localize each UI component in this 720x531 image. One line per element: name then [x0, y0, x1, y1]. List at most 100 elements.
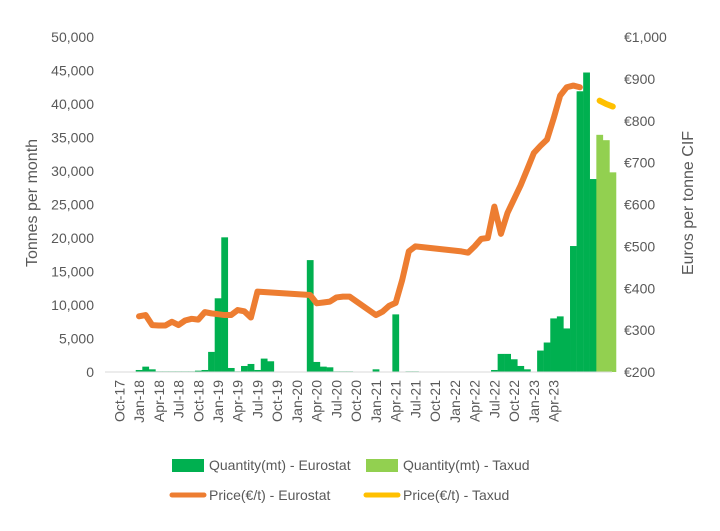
x-axis-tick: Jul-21 [407, 380, 423, 418]
bar-quantity-taxud [609, 172, 617, 372]
bar-quantity-taxud [602, 140, 610, 372]
left-axis-tick: 10,000 [51, 297, 94, 313]
left-axis-tick: 45,000 [51, 63, 94, 79]
right-axis-tick: €800 [624, 113, 655, 129]
bar-quantity-eurostat [491, 369, 498, 372]
legend-swatch-quantity-eurostat [172, 459, 204, 472]
x-axis-tick: Oct-19 [269, 380, 285, 422]
x-axis-tick: Jan-19 [210, 380, 226, 423]
bar-quantity-eurostat [576, 91, 584, 373]
right-axis-tick: €1,000 [624, 29, 667, 45]
left-axis-tick: 35,000 [51, 130, 94, 146]
right-axis-tick: €500 [624, 238, 655, 254]
x-axis-tick: Jan-21 [368, 380, 384, 423]
bar-quantity-eurostat [260, 358, 268, 372]
bar-quantity-eurostat [563, 328, 571, 372]
bar-quantity-eurostat [589, 179, 597, 372]
legend-label-quantity-taxud: Quantity(mt) - Taxud [403, 457, 530, 473]
left-axis-title: Tonnes per month [24, 139, 41, 267]
x-axis-tick: Oct-22 [506, 380, 522, 422]
bar-quantity-eurostat [570, 246, 577, 372]
legend: Quantity(mt) - Eurostat Quantity(mt) - T… [169, 457, 530, 503]
bar-quantity-eurostat [148, 369, 156, 372]
left-axis-tick: 15,000 [51, 264, 94, 280]
right-axis-tick: €700 [624, 155, 655, 171]
left-axis-tick: 50,000 [51, 29, 94, 45]
left-axis-tick: 0 [86, 364, 94, 380]
bar-quantity-eurostat [214, 298, 222, 372]
x-axis-tick: Jul-19 [249, 380, 265, 418]
bar-quantity-eurostat [372, 369, 380, 372]
left-axis-tick: 30,000 [51, 163, 94, 179]
right-axis-title: Euros per tonne CIF [680, 131, 697, 275]
x-axis-tick: Jan-20 [289, 380, 305, 423]
legend-swatch-quantity-taxud [366, 459, 398, 472]
bar-quantity-eurostat [221, 237, 229, 372]
legend-label-price-eurostat: Price(€/t) - Eurostat [209, 487, 330, 503]
x-axis-tick: Jul-22 [486, 380, 502, 418]
bar-quantity-eurostat [523, 369, 531, 372]
x-axis-tick: Jan-23 [526, 380, 542, 423]
x-axis-tick: Apr-21 [388, 380, 404, 422]
x-axis-tick: Apr-19 [230, 380, 246, 422]
bar-quantity-eurostat [497, 353, 505, 372]
bar-quantity-eurostat [583, 72, 590, 372]
bar-quantity-eurostat [313, 361, 321, 372]
bar-quantity-eurostat [306, 260, 314, 372]
x-axis-tick: Oct-20 [348, 380, 364, 422]
x-axis-tick: Apr-23 [546, 380, 562, 422]
bar-quantity-eurostat [194, 370, 202, 372]
legend-label-quantity-eurostat: Quantity(mt) - Eurostat [209, 457, 351, 473]
bar-quantity-eurostat [241, 365, 248, 372]
x-axis-tick: Jan-18 [131, 380, 147, 423]
x-axis-tick: Apr-22 [467, 380, 483, 422]
lines-layer [136, 82, 616, 329]
bar-quantity-taxud [596, 134, 604, 372]
bar-quantity-eurostat [247, 363, 255, 372]
right-axis-tick: €900 [624, 71, 655, 87]
bar-quantity-eurostat [543, 342, 551, 372]
bar-quantity-eurostat [267, 361, 275, 372]
x-axis-tick: Oct-18 [190, 380, 206, 422]
line-price-taxud [596, 97, 616, 110]
x-axis-tick: Oct-21 [427, 380, 443, 422]
bar-quantity-eurostat [504, 353, 511, 372]
right-axis-tick: €600 [624, 197, 655, 213]
bar-quantity-eurostat [556, 316, 564, 372]
x-axis-tick: Jan-22 [447, 380, 463, 423]
x-axis-ticks: Oct-17 Jan-18 Apr-18 Jul-18 Oct-18 Jan-19 Apr-… [111, 380, 561, 423]
bar-quantity-eurostat [254, 369, 261, 372]
x-axis-tick: Apr-20 [309, 380, 325, 422]
legend-label-price-taxud: Price(€/t) - Taxud [403, 487, 509, 503]
left-axis-tick: 40,000 [51, 96, 94, 112]
bar-quantity-eurostat [326, 367, 334, 372]
bar-quantity-eurostat [142, 366, 150, 372]
right-axis-tick: €300 [624, 322, 655, 338]
bar-quantity-eurostat [510, 359, 518, 372]
x-axis-tick: Apr-18 [151, 380, 167, 422]
legend-item-quantity-eurostat: Quantity(mt) - Eurostat [172, 457, 351, 473]
bars-layer [135, 72, 617, 373]
bar-quantity-eurostat [550, 318, 558, 372]
left-axis-ticks: 0 5,000 10,000 15,000 20,000 25,000 30,000 35,0… [51, 29, 94, 380]
bar-quantity-eurostat [392, 314, 400, 372]
left-axis-tick: 25,000 [51, 197, 94, 213]
right-axis-ticks: €200 €300 €400 €500 €600 €700 €800 €900 €1,000 [624, 29, 667, 380]
line-price-eurostat [136, 82, 583, 329]
legend-item-quantity-taxud: Quantity(mt) - Taxud [366, 457, 530, 473]
left-axis-tick: 20,000 [51, 230, 94, 246]
bar-quantity-eurostat [537, 350, 544, 372]
left-axis-tick: 5,000 [59, 331, 94, 347]
bar-quantity-eurostat [319, 366, 327, 372]
bar-quantity-eurostat [517, 365, 525, 372]
legend-item-price-taxud: Price(€/t) - Taxud [363, 487, 509, 503]
x-axis-tick: Jul-20 [328, 380, 344, 418]
x-axis-tick: Oct-17 [111, 380, 127, 422]
x-axis-tick: Jul-18 [171, 380, 187, 418]
bar-quantity-eurostat [201, 369, 209, 372]
bar-quantity-eurostat [135, 369, 143, 372]
right-axis-tick: €400 [624, 280, 655, 296]
right-axis-tick: €200 [624, 364, 655, 380]
bar-quantity-eurostat [227, 367, 235, 372]
